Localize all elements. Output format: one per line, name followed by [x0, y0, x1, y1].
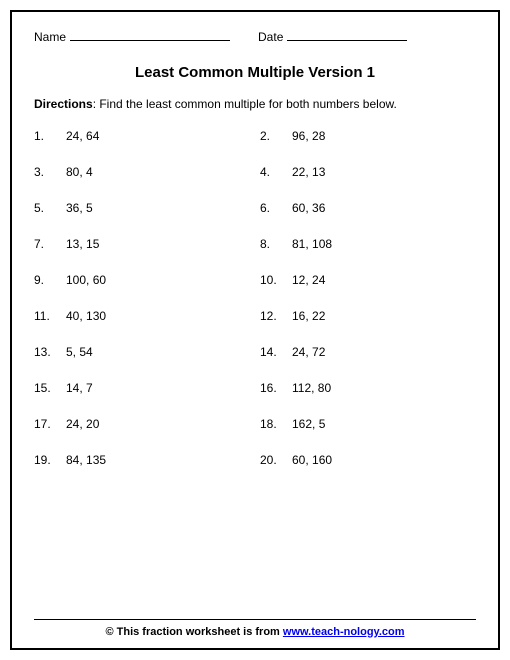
problem-number: 5.	[34, 201, 66, 215]
problem-item: 20.60, 160	[260, 453, 476, 467]
problem-value: 36, 5	[66, 201, 93, 215]
footer-link[interactable]: www.teach-nology.com	[283, 626, 405, 638]
problem-number: 10.	[260, 273, 292, 287]
problem-item: 4.22, 13	[260, 165, 476, 179]
directions-text: : Find the least common multiple for bot…	[93, 97, 397, 111]
problem-number: 6.	[260, 201, 292, 215]
date-field: Date	[258, 30, 407, 44]
problem-number: 19.	[34, 453, 66, 467]
name-field: Name	[34, 30, 230, 44]
problem-value: 112, 80	[292, 381, 331, 395]
problem-item: 17.24, 20	[34, 417, 250, 431]
problem-item: 6.60, 36	[260, 201, 476, 215]
problem-number: 17.	[34, 417, 66, 431]
problem-number: 20.	[260, 453, 292, 467]
footer: © This fraction worksheet is from www.te…	[34, 619, 476, 638]
problem-item: 16.112, 80	[260, 381, 476, 395]
problem-item: 2.96, 28	[260, 129, 476, 143]
name-label: Name	[34, 30, 66, 44]
problem-value: 14, 7	[66, 381, 93, 395]
problem-value: 84, 135	[66, 453, 106, 467]
worksheet-page: Name Date Least Common Multiple Version …	[10, 10, 500, 650]
problem-number: 15.	[34, 381, 66, 395]
problem-value: 22, 13	[292, 165, 325, 179]
problem-value: 162, 5	[292, 417, 325, 431]
problem-value: 24, 72	[292, 345, 325, 359]
problem-value: 13, 15	[66, 237, 99, 251]
problem-value: 16, 22	[292, 309, 325, 323]
problem-item: 15.14, 7	[34, 381, 250, 395]
problem-value: 60, 36	[292, 201, 325, 215]
problem-value: 24, 64	[66, 129, 99, 143]
problem-item: 3.80, 4	[34, 165, 250, 179]
problem-item: 18.162, 5	[260, 417, 476, 431]
problems-grid: 1.24, 64 2.96, 28 3.80, 4 4.22, 13 5.36, 5 6.…	[34, 129, 476, 467]
problem-number: 11.	[34, 309, 66, 323]
directions-label: Directions	[34, 97, 93, 111]
header-fields: Name Date	[34, 30, 476, 44]
problem-value: 5, 54	[66, 345, 93, 359]
problem-value: 80, 4	[66, 165, 93, 179]
problem-value: 81, 108	[292, 237, 332, 251]
directions: Directions: Find the least common multip…	[34, 97, 476, 111]
problem-number: 3.	[34, 165, 66, 179]
problem-item: 13.5, 54	[34, 345, 250, 359]
problem-value: 12, 24	[292, 273, 325, 287]
problem-item: 1.24, 64	[34, 129, 250, 143]
problem-number: 13.	[34, 345, 66, 359]
problem-number: 4.	[260, 165, 292, 179]
problem-number: 2.	[260, 129, 292, 143]
problem-number: 8.	[260, 237, 292, 251]
problem-item: 9.100, 60	[34, 273, 250, 287]
problem-number: 12.	[260, 309, 292, 323]
problem-item: 14.24, 72	[260, 345, 476, 359]
problem-value: 60, 160	[292, 453, 332, 467]
problem-value: 24, 20	[66, 417, 99, 431]
problem-number: 7.	[34, 237, 66, 251]
problem-item: 10.12, 24	[260, 273, 476, 287]
date-input-line[interactable]	[287, 40, 407, 41]
problem-number: 18.	[260, 417, 292, 431]
problem-item: 12.16, 22	[260, 309, 476, 323]
problem-value: 96, 28	[292, 129, 325, 143]
worksheet-title: Least Common Multiple Version 1	[34, 64, 476, 81]
problem-item: 5.36, 5	[34, 201, 250, 215]
footer-prefix: © This fraction worksheet is from	[105, 626, 282, 638]
name-input-line[interactable]	[70, 40, 230, 41]
date-label: Date	[258, 30, 283, 44]
problem-item: 7.13, 15	[34, 237, 250, 251]
problem-value: 100, 60	[66, 273, 106, 287]
problem-value: 40, 130	[66, 309, 106, 323]
problem-number: 14.	[260, 345, 292, 359]
problem-number: 9.	[34, 273, 66, 287]
problem-item: 11.40, 130	[34, 309, 250, 323]
problem-item: 8.81, 108	[260, 237, 476, 251]
problem-number: 1.	[34, 129, 66, 143]
problem-item: 19.84, 135	[34, 453, 250, 467]
problem-number: 16.	[260, 381, 292, 395]
